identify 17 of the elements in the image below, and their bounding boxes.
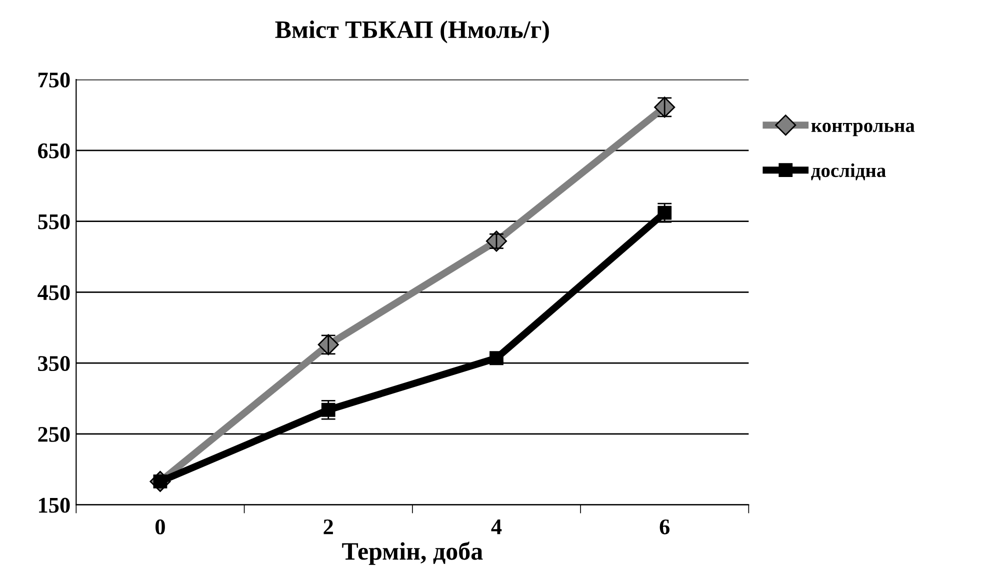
x-axis-title: Термін, доба <box>342 542 483 565</box>
y-tick-label: 750 <box>38 72 70 88</box>
legend-label: контрольна <box>811 122 915 136</box>
y-tick-label: 650 <box>38 143 70 158</box>
x-tick-label: 6 <box>660 519 670 534</box>
chart-title: Вміст ТБКАП (Нмоль/г) <box>275 20 549 44</box>
legend-label: дослідна <box>811 163 886 180</box>
x-tick-label: 2 <box>324 519 333 534</box>
y-tick-label: 550 <box>38 214 70 230</box>
x-tick-label: 4 <box>491 520 502 534</box>
y-tick-label: 450 <box>38 285 70 300</box>
y-tick-label: 250 <box>38 426 70 442</box>
x-tick-label: 0 <box>156 519 165 534</box>
y-tick-label: 150 <box>39 498 70 513</box>
point <box>658 206 672 220</box>
point <box>321 402 336 417</box>
y-tick-label: 350 <box>38 356 70 372</box>
